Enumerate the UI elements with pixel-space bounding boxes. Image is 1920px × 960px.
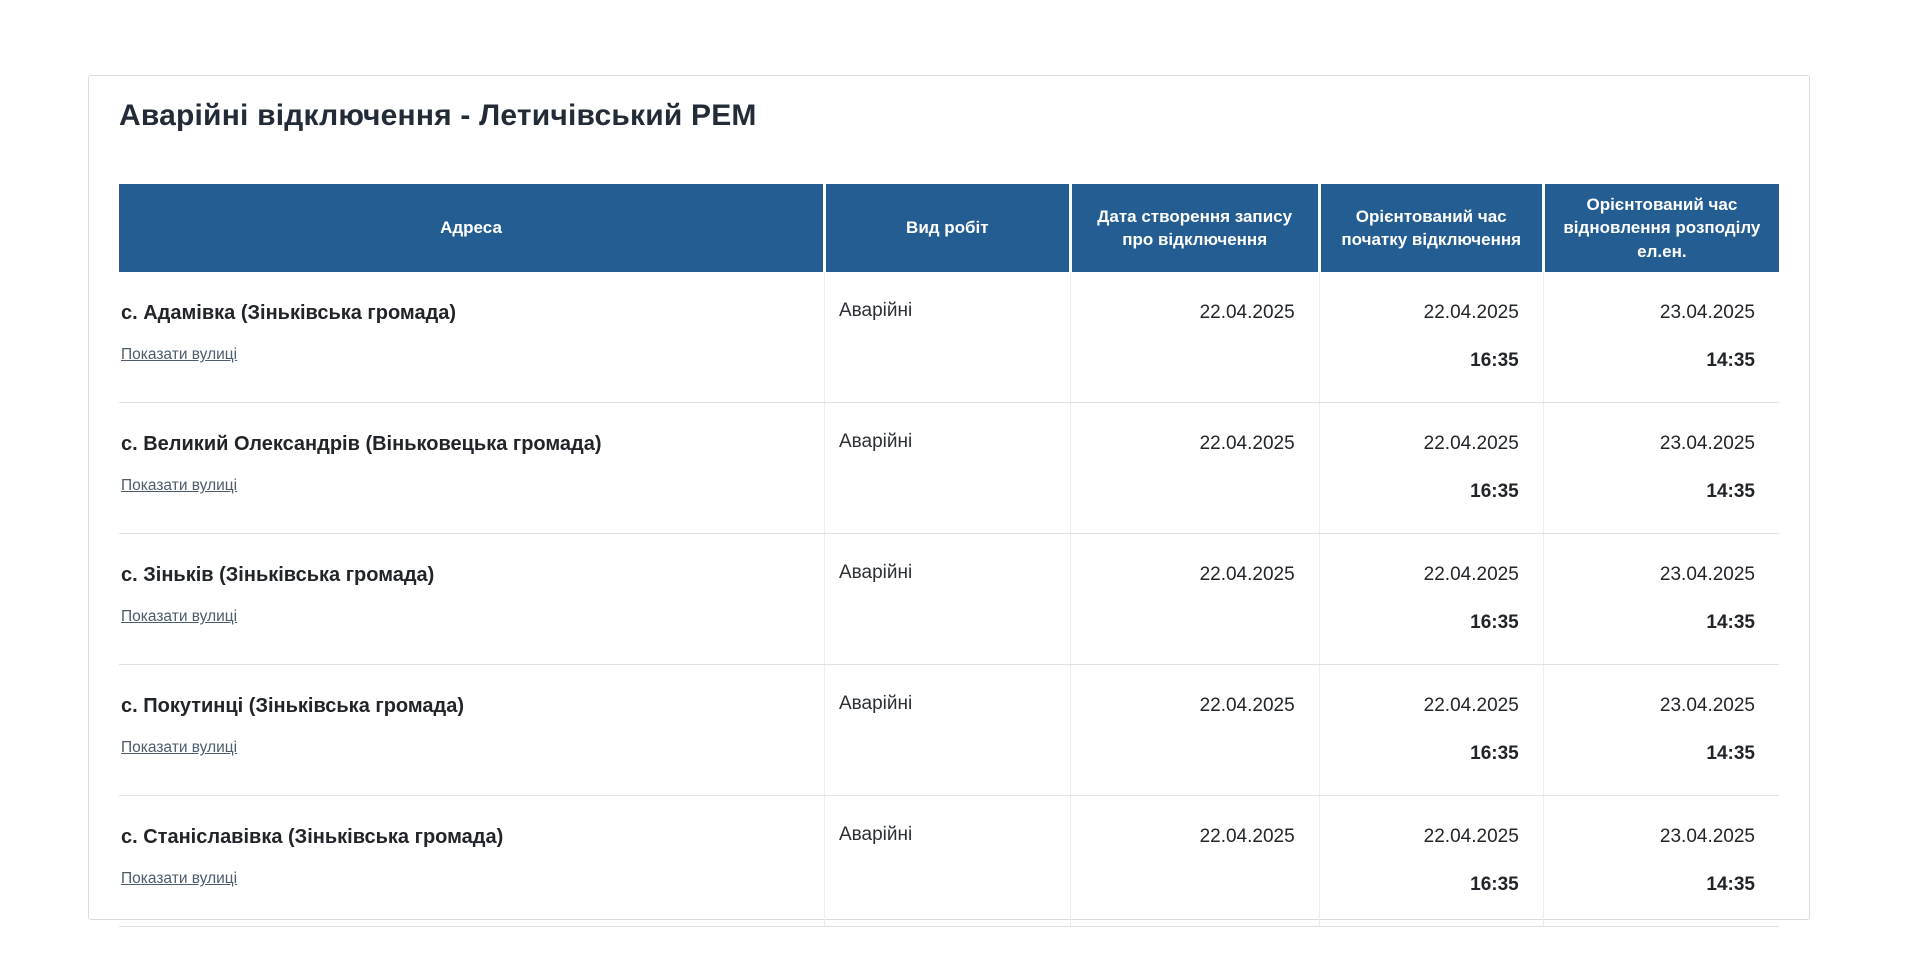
start-cell: 22.04.2025 16:35 bbox=[1318, 664, 1544, 797]
restore-time: 14:35 bbox=[1706, 743, 1755, 765]
address-cell: с. Великий Олександрів (Віньковецька гро… bbox=[119, 402, 825, 535]
show-streets-link[interactable]: Показати вулиці bbox=[121, 870, 238, 888]
address-cell: с. Покутинці (Зіньківська громада) Показ… bbox=[119, 664, 825, 797]
created-date: 22.04.2025 bbox=[1199, 826, 1295, 848]
outages-table: Адреса Вид робіт Дата створення запису п… bbox=[119, 184, 1779, 928]
work-type-cell: Аварійні bbox=[824, 272, 1071, 404]
work-type-cell: Аварійні bbox=[824, 664, 1071, 797]
address-text: с. Станіславівка (Зіньківська громада) bbox=[121, 826, 504, 849]
work-type-cell: Аварійні bbox=[824, 795, 1071, 928]
restore-time: 14:35 bbox=[1706, 612, 1755, 634]
show-streets-link[interactable]: Показати вулиці bbox=[121, 346, 238, 364]
created-date-cell: 22.04.2025 bbox=[1069, 795, 1320, 928]
start-cell: 22.04.2025 16:35 bbox=[1318, 272, 1544, 404]
address-cell: с. Зіньків (Зіньківська громада) Показат… bbox=[119, 533, 825, 666]
address-text: с. Зіньків (Зіньківська громада) bbox=[121, 564, 435, 587]
restore-date: 23.04.2025 bbox=[1659, 302, 1755, 324]
restore-date: 23.04.2025 bbox=[1659, 564, 1755, 586]
table-header: Адреса Вид робіт Дата створення запису п… bbox=[119, 184, 1779, 273]
restore-cell: 23.04.2025 14:35 bbox=[1542, 533, 1779, 666]
start-cell: 22.04.2025 16:35 bbox=[1318, 533, 1544, 666]
start-time: 16:35 bbox=[1470, 481, 1519, 503]
page-title: Аварійні відключення - Летичівський РЕМ bbox=[119, 99, 757, 132]
start-date: 22.04.2025 bbox=[1423, 302, 1519, 324]
column-header-address: Адреса bbox=[119, 184, 825, 273]
restore-cell: 23.04.2025 14:35 bbox=[1542, 402, 1779, 535]
table-row: с. Адамівка (Зіньківська громада) Показа… bbox=[119, 272, 1779, 404]
start-date: 22.04.2025 bbox=[1423, 564, 1519, 586]
start-date: 22.04.2025 bbox=[1423, 695, 1519, 717]
restore-date: 23.04.2025 bbox=[1659, 826, 1755, 848]
address-text: с. Покутинці (Зіньківська громада) bbox=[121, 695, 465, 718]
restore-cell: 23.04.2025 14:35 bbox=[1542, 795, 1779, 928]
restore-date: 23.04.2025 bbox=[1659, 695, 1755, 717]
start-cell: 22.04.2025 16:35 bbox=[1318, 795, 1544, 928]
created-date-cell: 22.04.2025 bbox=[1069, 664, 1320, 797]
address-text: с. Адамівка (Зіньківська громада) bbox=[121, 302, 457, 325]
created-date-cell: 22.04.2025 bbox=[1069, 533, 1320, 666]
restore-time: 14:35 bbox=[1706, 350, 1755, 372]
address-cell: с. Адамівка (Зіньківська громада) Показа… bbox=[119, 272, 825, 404]
start-date: 22.04.2025 bbox=[1423, 433, 1519, 455]
table-row: с. Великий Олександрів (Віньковецька гро… bbox=[119, 402, 1779, 535]
created-date: 22.04.2025 bbox=[1199, 695, 1295, 717]
work-type-cell: Аварійні bbox=[824, 402, 1071, 535]
start-date: 22.04.2025 bbox=[1423, 826, 1519, 848]
start-cell: 22.04.2025 16:35 bbox=[1318, 402, 1544, 535]
table-row: с. Зіньків (Зіньківська громада) Показат… bbox=[119, 533, 1779, 666]
start-time: 16:35 bbox=[1470, 350, 1519, 372]
created-date: 22.04.2025 bbox=[1199, 302, 1295, 324]
column-header-start-time: Орієнтований час початку відключення bbox=[1317, 184, 1544, 273]
created-date-cell: 22.04.2025 bbox=[1069, 272, 1320, 404]
start-time: 16:35 bbox=[1470, 743, 1519, 765]
column-header-created-date: Дата створення запису про відключення bbox=[1068, 184, 1320, 273]
created-date: 22.04.2025 bbox=[1199, 564, 1295, 586]
restore-time: 14:35 bbox=[1706, 874, 1755, 896]
show-streets-link[interactable]: Показати вулиці bbox=[121, 608, 238, 626]
restore-cell: 23.04.2025 14:35 bbox=[1542, 664, 1779, 797]
restore-date: 23.04.2025 bbox=[1659, 433, 1755, 455]
address-cell: с. Станіславівка (Зіньківська громада) П… bbox=[119, 795, 825, 928]
outages-panel: Аварійні відключення - Летичівський РЕМ … bbox=[88, 75, 1810, 928]
table-row: с. Покутинці (Зіньківська громада) Показ… bbox=[119, 664, 1779, 797]
show-streets-link[interactable]: Показати вулиці bbox=[121, 477, 238, 495]
work-type-cell: Аварійні bbox=[824, 533, 1071, 666]
created-date-cell: 22.04.2025 bbox=[1069, 402, 1320, 535]
show-streets-link[interactable]: Показати вулиці bbox=[121, 739, 238, 757]
restore-time: 14:35 bbox=[1706, 481, 1755, 503]
column-header-work-type: Вид робіт bbox=[823, 184, 1071, 273]
column-header-restore-time: Орієнтований час відновлення розподілу е… bbox=[1541, 184, 1779, 273]
start-time: 16:35 bbox=[1470, 874, 1519, 896]
address-text: с. Великий Олександрів (Віньковецька гро… bbox=[121, 433, 602, 456]
restore-cell: 23.04.2025 14:35 bbox=[1542, 272, 1779, 404]
created-date: 22.04.2025 bbox=[1199, 433, 1295, 455]
table-row: с. Станіславівка (Зіньківська громада) П… bbox=[119, 795, 1779, 928]
start-time: 16:35 bbox=[1470, 612, 1519, 634]
